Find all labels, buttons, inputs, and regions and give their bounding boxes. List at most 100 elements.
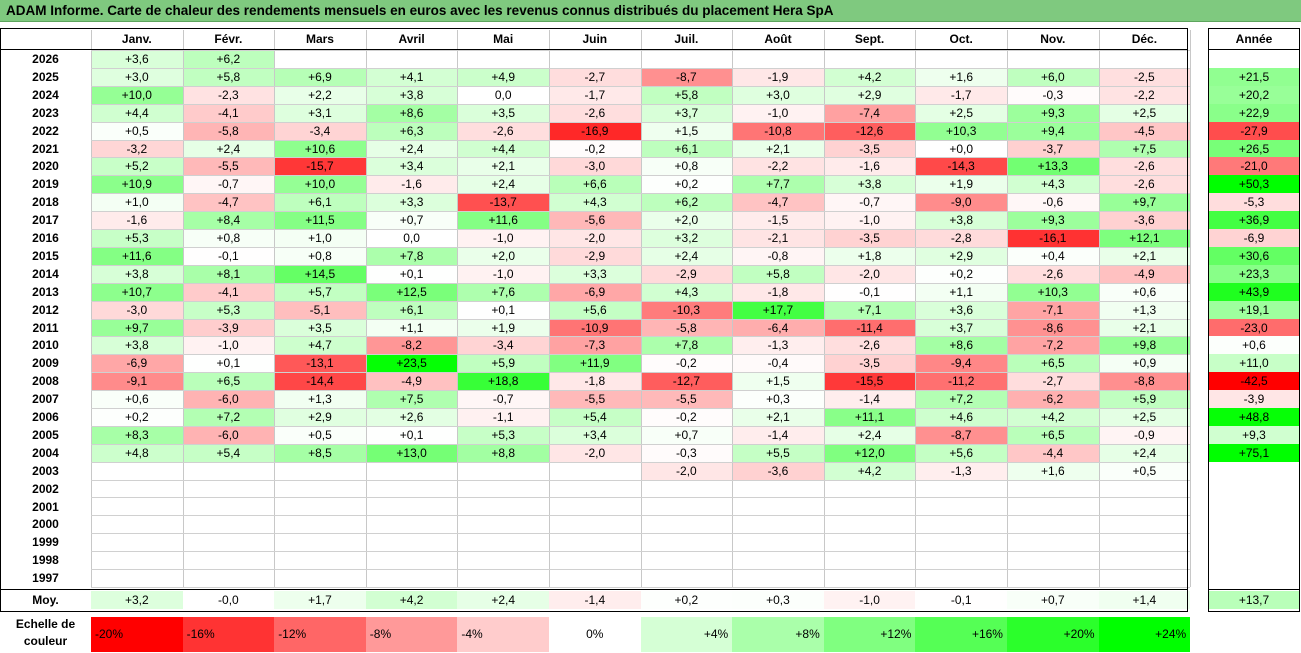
heatmap-cell: +8,8 (457, 443, 549, 462)
heatmap-cell: -5,5 (549, 390, 641, 409)
heatmap-cell: -16,9 (549, 121, 641, 140)
heatmap-cell: +4,8 (91, 443, 183, 462)
year-label: 2023 (32, 105, 59, 120)
heatmap-cell (91, 497, 183, 516)
heatmap-cell: -1,7 (549, 85, 641, 104)
heatmap-cell (915, 569, 1007, 588)
heatmap-cell (365, 533, 458, 552)
heatmap-cell: +11,9 (549, 354, 641, 373)
heatmap-cell: -3,9 (182, 318, 275, 337)
heatmap-cell: -4,4 (1007, 443, 1099, 462)
heatmap-cell: +4,1 (365, 67, 458, 86)
heatmap-cell: +1,9 (457, 318, 549, 337)
heatmap-cell: +17,7 (732, 300, 824, 319)
heatmap-cell: +3,7 (915, 318, 1007, 337)
heatmap-cell: +7,2 (182, 408, 275, 426)
heatmap-cell: +6,1 (365, 300, 458, 319)
heatmap-cell: -2,6 (457, 121, 549, 140)
average-label: Moy. (32, 593, 59, 607)
heatmap-cell: -3,0 (91, 300, 183, 319)
heatmap-cell: -8,8 (1098, 372, 1191, 391)
heatmap-cell: 0,0 (365, 229, 458, 247)
month-header: Juil. (674, 32, 699, 46)
heatmap-cell: -4,7 (732, 193, 824, 212)
annual-cell: -5,3 (1208, 193, 1300, 212)
heatmap-cell (549, 479, 641, 498)
grid-line (91, 497, 1191, 498)
heatmap-cell: +0,8 (640, 157, 733, 176)
heatmap-cell: +18,8 (457, 372, 549, 391)
color-scale-stop: +20% (1007, 617, 1099, 652)
grid-line (91, 390, 1191, 391)
color-scale-stop: -16% (182, 617, 275, 652)
heatmap-cell (274, 533, 366, 552)
color-scale-stop: -8% (365, 617, 458, 652)
heatmap-cell (823, 497, 916, 516)
heatmap-cell: +13,3 (1007, 157, 1099, 176)
year-label: 2022 (32, 123, 59, 138)
heatmap-cell (274, 479, 366, 498)
heatmap-cell: +6,2 (182, 50, 275, 68)
color-scale-stop: +24% (1098, 617, 1191, 652)
heatmap-cell (182, 461, 275, 480)
heatmap-cell: -1,3 (732, 336, 824, 355)
heatmap-cell: -7,1 (1007, 300, 1099, 319)
grid-line (1007, 30, 1008, 587)
heatmap-cell (182, 569, 275, 588)
heatmap-cell (915, 533, 1007, 552)
heatmap-cell: +2,1 (1098, 246, 1191, 265)
heatmap-cell: +7,1 (823, 300, 916, 319)
heatmap-cell (549, 497, 641, 516)
color-scale-label: Echelle de couleur (0, 616, 91, 652)
heatmap-cell: +5,7 (274, 282, 366, 301)
heatmap-cell: +4,6 (915, 408, 1007, 426)
heatmap-cell: +8,4 (182, 211, 275, 230)
heatmap-cell: +0,9 (1098, 354, 1191, 373)
heatmap-cell: +8,1 (182, 264, 275, 283)
heatmap-cell: +12,1 (1098, 229, 1191, 247)
heatmap-cell (1098, 551, 1191, 570)
heatmap-cell (457, 50, 549, 68)
heatmap-cell: -0,6 (1007, 193, 1099, 212)
heatmap-cell (915, 479, 1007, 498)
heatmap-cell (274, 50, 366, 68)
heatmap-cell (549, 569, 641, 588)
grid-line (91, 336, 1191, 337)
heatmap-cell: -5,8 (640, 318, 733, 337)
annual-cell: -3,9 (1208, 390, 1300, 409)
color-scale-label-line2: couleur (23, 634, 68, 648)
heatmap-cell: -0,7 (182, 175, 275, 194)
annual-cell: -27,9 (1208, 121, 1300, 140)
month-header: Oct. (949, 32, 973, 46)
heatmap-cell: -1,6 (365, 175, 458, 194)
heatmap-cell: -5,1 (274, 300, 366, 319)
heatmap-cell: +4,4 (91, 103, 183, 122)
heatmap-cell: +4,7 (274, 336, 366, 355)
year-label: 2007 (32, 392, 59, 407)
heatmap-cell: +0,2 (91, 408, 183, 426)
heatmap-cell: +0,1 (182, 354, 275, 373)
heatmap-cell: +4,3 (549, 193, 641, 212)
heatmap-cell: +8,3 (91, 425, 183, 444)
grid-line (915, 30, 916, 587)
heatmap-cell: -4,1 (182, 103, 275, 122)
heatmap-cell (182, 497, 275, 516)
heatmap-cell: +11,6 (91, 246, 183, 265)
heatmap-cell (640, 515, 733, 534)
heatmap-cell (823, 533, 916, 552)
grid-line (91, 86, 1191, 87)
grid-line (183, 30, 184, 587)
heatmap-cell: -0,1 (823, 282, 916, 301)
heatmap-cell: +2,9 (823, 85, 916, 104)
heatmap-cell (732, 551, 824, 570)
heatmap-cell: +2,1 (732, 139, 824, 158)
heatmap-cell: -1,0 (732, 103, 824, 122)
heatmap-cell: +4,2 (1007, 408, 1099, 426)
heatmap-cell: +7,5 (365, 390, 458, 409)
year-label: 2003 (32, 463, 59, 478)
heatmap-cell: +14,5 (274, 264, 366, 283)
heatmap-cell: +8,6 (365, 103, 458, 122)
heatmap-cell: -5,8 (182, 121, 275, 140)
heatmap-cell: +12,0 (823, 443, 916, 462)
heatmap-cell: +10,9 (91, 175, 183, 194)
